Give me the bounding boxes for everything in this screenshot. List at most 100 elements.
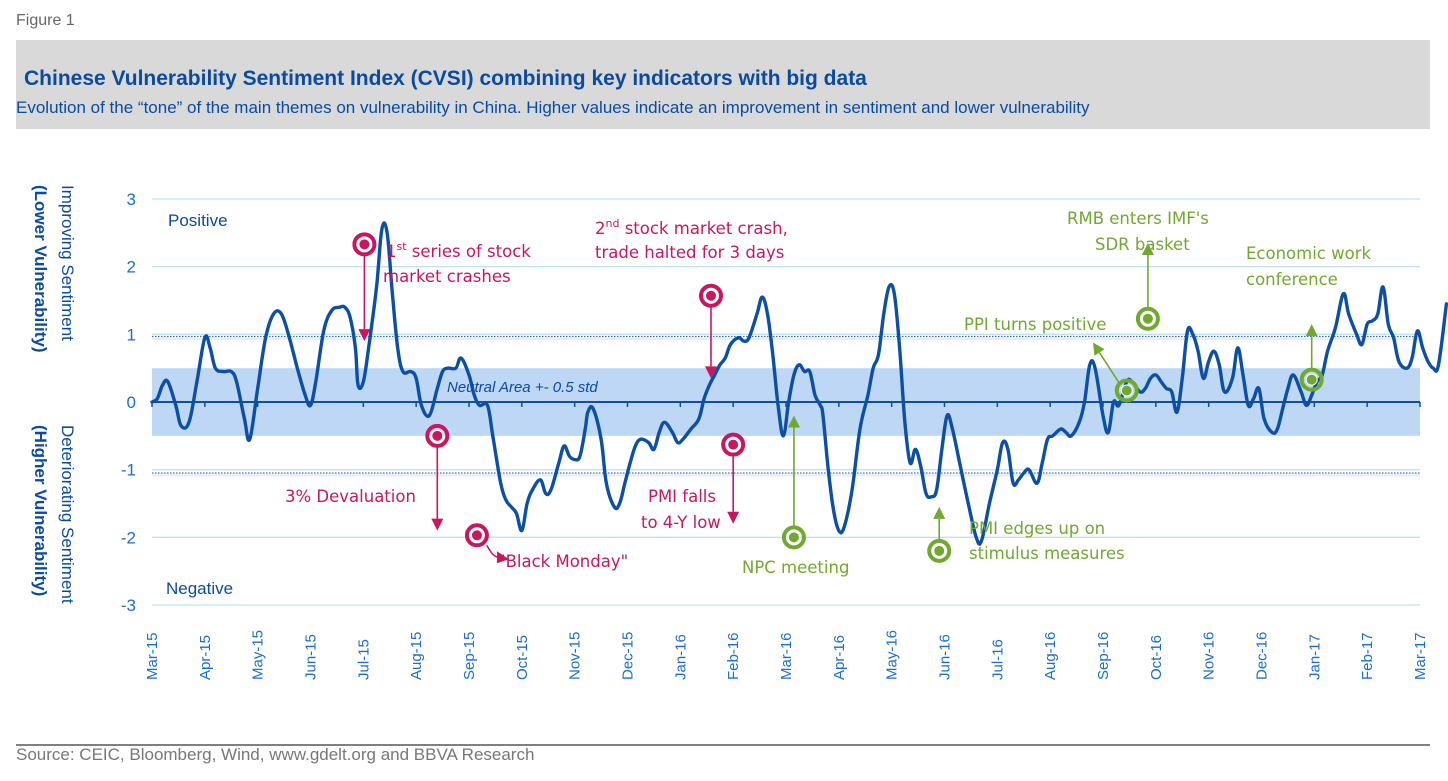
x-tick-label: Sep-15 xyxy=(461,632,478,680)
marker-ring xyxy=(1299,367,1324,392)
x-tick-label: Feb-16 xyxy=(725,632,742,680)
annotation-arrow xyxy=(1141,242,1154,309)
marker-ring xyxy=(781,525,806,550)
event-marker xyxy=(1135,306,1160,331)
neutral-area-label: Neutral Area +- 0.5 std xyxy=(447,379,598,396)
event-marker xyxy=(464,523,489,548)
series-layer xyxy=(150,221,1448,546)
y-title-bottom-line1: Deteriorating Sentiment xyxy=(58,425,77,604)
annotation-rmb-line1: RMB enters IMF's xyxy=(1067,209,1209,228)
x-tick-label: Apr-15 xyxy=(197,635,214,680)
y-tick-label: 2 xyxy=(127,258,136,277)
source-note: Source: CEIC, Bloomberg, Wind, www.gdelt… xyxy=(16,745,535,764)
event-marker xyxy=(1114,378,1139,403)
annotation-ewc-line1: Economic work xyxy=(1246,244,1371,263)
annotation-arrowhead xyxy=(431,518,444,531)
annotations-layer xyxy=(352,232,1324,564)
x-tick-label: Dec-16 xyxy=(1254,632,1271,680)
event-marker xyxy=(927,538,952,563)
gridlines xyxy=(151,198,1421,606)
x-tick-label: Jul-15 xyxy=(355,639,372,680)
y-title-top-line2: (Lower Vulnerability) xyxy=(31,185,50,353)
marker-dot xyxy=(432,430,443,441)
marker-ring xyxy=(464,523,489,548)
marker-dot xyxy=(471,530,482,541)
x-tick-label: Jan-17 xyxy=(1306,634,1323,680)
annotation-pmi-falls-line1: PMI falls xyxy=(648,487,716,506)
annotation-arrow xyxy=(486,544,509,564)
x-tick-label: Jun-15 xyxy=(303,634,320,680)
marker-ring xyxy=(425,423,450,448)
annotation-arrow xyxy=(358,254,371,342)
x-tick-label: May-16 xyxy=(884,630,901,680)
annotation-npc: NPC meeting xyxy=(742,558,849,577)
x-tick-label: Mar-15 xyxy=(144,632,161,680)
annotation-arrow xyxy=(727,454,740,524)
x-tick-label: Sep-16 xyxy=(1095,632,1112,680)
event-marker xyxy=(698,283,723,308)
annotation-arrow xyxy=(787,415,800,528)
annotation-rmb-line2: SDR basket xyxy=(1095,235,1190,254)
y-tick-label: 0 xyxy=(127,393,136,412)
annotation-arrowhead xyxy=(358,329,371,342)
x-tick-label: Oct-16 xyxy=(1148,635,1165,680)
y-axis-ticks: 3 2 1 0 -1 -2 -3 xyxy=(121,190,136,615)
y-tick-label: 1 xyxy=(127,325,136,344)
marker-dot xyxy=(788,532,799,543)
annotation-arrow xyxy=(933,506,946,541)
marker-ring xyxy=(1114,378,1139,403)
x-tick-label: May-15 xyxy=(250,630,267,680)
marker-dot xyxy=(1306,374,1317,385)
annotation-crash1-line1: 1st series of stock xyxy=(386,240,531,261)
annotation-arrowhead xyxy=(1141,242,1154,255)
y-tick-label: -3 xyxy=(121,596,136,615)
marker-ring xyxy=(721,432,746,457)
marker-dot xyxy=(934,545,945,556)
annotation-arrowhead xyxy=(1093,342,1105,356)
x-tick-label: Nov-15 xyxy=(567,632,584,680)
x-tick-label: Mar-17 xyxy=(1412,632,1429,680)
marker-dot xyxy=(359,239,370,250)
negative-zone-label: Negative xyxy=(166,579,233,598)
marker-ring xyxy=(1135,306,1160,331)
x-tick-label: Dec-15 xyxy=(620,632,637,680)
marker-ring xyxy=(927,538,952,563)
event-marker xyxy=(425,423,450,448)
y-axis-title-bottom: Deteriorating Sentiment (Higher Vulnerab… xyxy=(31,425,77,604)
annotation-pmi-falls-line2: to 4-Y low xyxy=(641,513,721,532)
annotation-ewc-line2: conference xyxy=(1246,270,1338,289)
annotation-arrowhead xyxy=(496,551,509,564)
annotation-ppi: PPI turns positive xyxy=(964,315,1106,334)
marker-ring xyxy=(352,232,377,257)
x-tick-label: Apr-16 xyxy=(831,635,848,680)
annotation-arrowhead xyxy=(727,511,740,524)
marker-dot xyxy=(1142,313,1153,324)
x-tick-label: Mar-16 xyxy=(778,632,795,680)
y-title-bottom-line2: (Higher Vulnerability) xyxy=(31,425,50,596)
series-line-cvsi xyxy=(150,221,1448,546)
x-tick-label: Nov-16 xyxy=(1201,632,1218,680)
annotation-crash2-line2: trade halted for 3 days xyxy=(595,243,784,262)
event-marker xyxy=(352,232,377,257)
x-tick-label: Jan-16 xyxy=(672,634,689,680)
x-tick-label: Aug-15 xyxy=(408,632,425,680)
annotation-pmi-edges-line1: PMI edges up on xyxy=(969,519,1105,538)
annotation-crash2-line1: 2nd stock market crash, xyxy=(595,217,788,238)
source-divider xyxy=(16,744,1430,746)
annotation-arrowhead xyxy=(704,366,717,379)
marker-dot xyxy=(1121,385,1132,396)
y-tick-label: -1 xyxy=(121,461,136,480)
annotation-arrowhead xyxy=(1305,324,1318,337)
annotation-arrowhead xyxy=(933,506,946,519)
header-band xyxy=(16,40,1430,129)
annotation-arrow xyxy=(1093,342,1120,383)
figure-label: Figure 1 xyxy=(16,12,75,29)
annotation-arrow xyxy=(704,305,717,379)
annotation-pmi-edges-line2: stimulus measures xyxy=(969,544,1125,563)
y-title-top-line1: Improving Sentiment xyxy=(58,185,77,341)
event-marker xyxy=(721,432,746,457)
annotation-arrow xyxy=(1305,324,1318,370)
y-tick-label: -2 xyxy=(121,528,136,547)
x-tick-label: Jul-16 xyxy=(989,639,1006,680)
